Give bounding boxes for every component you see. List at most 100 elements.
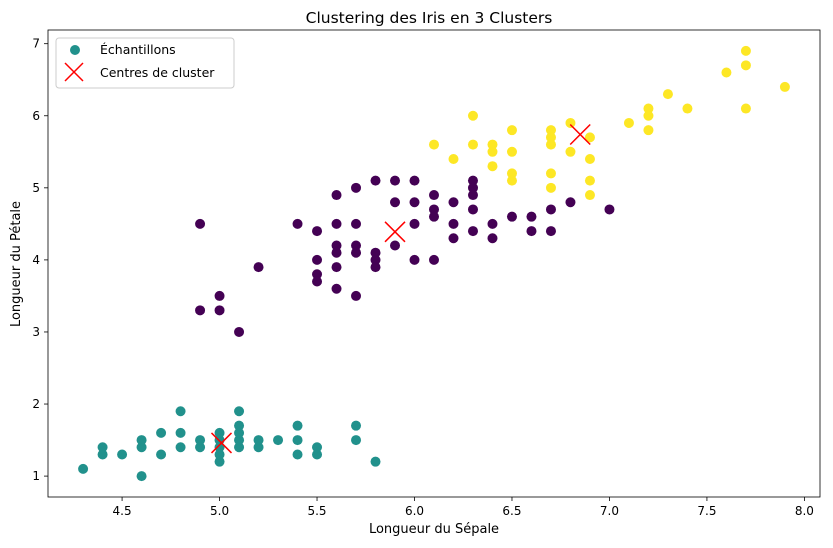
data-point xyxy=(643,103,654,114)
points-layer xyxy=(78,45,790,482)
data-point xyxy=(234,435,245,446)
data-point xyxy=(331,240,342,251)
data-point xyxy=(214,290,225,301)
y-tick-label: 6 xyxy=(32,109,40,123)
data-point xyxy=(312,254,323,265)
chart-title: Clustering des Iris en 3 Clusters xyxy=(306,9,553,27)
data-point xyxy=(117,449,128,460)
data-point xyxy=(545,132,556,143)
data-point xyxy=(643,110,654,121)
data-point xyxy=(721,67,732,78)
data-point xyxy=(370,262,381,273)
data-point xyxy=(448,218,459,229)
data-point xyxy=(643,125,654,136)
data-point xyxy=(506,211,517,222)
data-point xyxy=(351,247,362,258)
data-point xyxy=(195,435,206,446)
data-point xyxy=(351,182,362,193)
data-point xyxy=(506,125,517,136)
data-point xyxy=(253,262,264,273)
data-point xyxy=(390,197,401,208)
data-point xyxy=(545,168,556,179)
data-point xyxy=(370,456,381,467)
data-point xyxy=(526,226,537,237)
y-axis-label: Longueur du Pétale xyxy=(9,201,24,327)
legend-label-centers: Centres de cluster xyxy=(100,65,215,80)
data-point xyxy=(136,442,147,453)
data-point xyxy=(214,427,225,438)
data-point xyxy=(292,435,303,446)
data-point xyxy=(429,204,439,215)
cluster-center xyxy=(569,123,591,146)
data-point xyxy=(273,435,284,446)
data-point xyxy=(351,420,362,431)
data-point xyxy=(234,442,245,453)
data-point xyxy=(156,449,167,460)
data-point xyxy=(195,218,206,229)
data-point xyxy=(487,139,498,150)
data-point xyxy=(351,435,362,446)
y-tick-label: 4 xyxy=(32,253,40,267)
data-point xyxy=(234,326,245,337)
data-point xyxy=(331,247,342,258)
data-point xyxy=(487,161,498,172)
data-point xyxy=(292,420,303,431)
data-point xyxy=(156,427,167,438)
data-point xyxy=(234,406,245,417)
x-tick-label: 5.0 xyxy=(210,504,229,518)
data-point xyxy=(467,182,478,193)
data-point xyxy=(487,146,498,157)
data-point xyxy=(506,175,517,186)
data-point xyxy=(545,204,556,215)
cluster-center xyxy=(384,221,406,243)
data-point xyxy=(545,125,556,136)
legend-box xyxy=(55,37,235,89)
data-point xyxy=(351,218,362,229)
data-point xyxy=(662,89,673,100)
x-axis: 4.5 5.0 5.5 6.0 6.5 7.0 7.5 8.0 xyxy=(113,497,814,518)
legend: Échantillons Centres de cluster xyxy=(55,37,235,89)
data-point xyxy=(506,168,517,179)
y-tick-label: 7 xyxy=(32,37,40,51)
data-point xyxy=(467,204,478,215)
data-point xyxy=(565,146,576,157)
data-point xyxy=(448,154,459,165)
data-point xyxy=(78,463,89,474)
data-point xyxy=(253,442,264,453)
data-point xyxy=(545,139,556,150)
data-point xyxy=(351,240,362,251)
legend-marker-samples xyxy=(70,45,80,55)
data-point xyxy=(409,218,420,229)
data-point xyxy=(390,175,401,186)
data-point xyxy=(429,139,439,150)
data-point xyxy=(409,175,420,186)
data-point xyxy=(331,283,342,294)
data-point xyxy=(253,435,264,446)
legend-marker-centers xyxy=(64,62,84,82)
y-tick-label: 2 xyxy=(32,397,40,411)
data-point xyxy=(429,211,439,222)
x-tick-label: 8.0 xyxy=(795,504,814,518)
data-point xyxy=(409,197,420,208)
data-point xyxy=(312,269,323,280)
data-point xyxy=(448,197,459,208)
data-point xyxy=(604,204,615,215)
legend-label-samples: Échantillons xyxy=(100,42,176,57)
data-point xyxy=(214,456,225,467)
data-point xyxy=(584,175,595,186)
y-axis: 1 2 3 4 5 6 7 xyxy=(32,37,48,483)
data-point xyxy=(97,449,108,460)
data-point xyxy=(175,427,186,438)
data-point xyxy=(331,218,342,229)
data-point xyxy=(584,190,595,201)
data-point xyxy=(429,190,439,201)
data-point xyxy=(565,117,576,128)
data-point xyxy=(682,103,693,114)
data-point xyxy=(175,406,186,417)
data-point xyxy=(545,182,556,193)
data-point xyxy=(195,305,206,316)
data-point xyxy=(331,190,342,201)
y-tick-label: 1 xyxy=(32,469,40,483)
data-point xyxy=(545,226,556,237)
